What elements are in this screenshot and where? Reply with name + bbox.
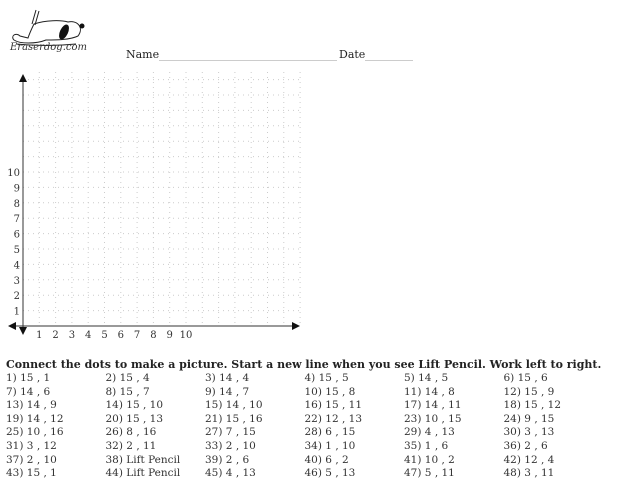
points-row: 13) 14 , 9 14) 15 , 10 15) 14 , 10 16) 15 ,…: [6, 399, 603, 413]
x-tick-label: 8: [150, 330, 156, 341]
logo-text: Eraserdog.com: [10, 42, 87, 53]
point-item: 25) 10 , 16: [6, 426, 64, 439]
arrow-up-icon: [19, 74, 27, 82]
point-item: 35) 1 , 6: [404, 439, 449, 452]
date-field[interactable]: Date: [339, 48, 414, 61]
y-tick-label: 8: [14, 199, 20, 210]
x-tick-label: 4: [85, 330, 91, 341]
point-item: 41) 10 , 2: [404, 453, 455, 466]
point-item: 37) 2 , 10: [6, 453, 57, 466]
points-row: 25) 10 , 16 26) 8 , 16 27) 7 , 15 28) 6 , 1…: [6, 426, 603, 440]
point-item: 12) 15 , 9: [503, 385, 555, 398]
point-item: 11) 14 , 8: [404, 385, 455, 398]
y-tick-label: 2: [14, 291, 20, 302]
y-tick-label: 5: [14, 245, 20, 256]
point-item: 20) 15 , 13: [105, 412, 164, 425]
point-item: 4) 15 , 5: [304, 372, 349, 384]
point-item: 43) 15 , 1: [6, 467, 57, 480]
points-row: 37) 2 , 10 38) Lift Pencil 39) 2 , 6 40) 6 …: [6, 454, 603, 468]
date-line[interactable]: [365, 49, 414, 61]
x-tick-label: 9: [167, 330, 173, 341]
point-item: 9) 14 , 7: [205, 385, 250, 398]
arrow-right-icon: [292, 322, 300, 330]
point-item: 19) 14 , 12: [6, 412, 64, 425]
point-item: 44) Lift Pencil: [105, 467, 181, 480]
point-item: 31) 3 , 12: [6, 439, 57, 452]
point-item: 10) 15 , 8: [304, 385, 356, 398]
x-tick-label: 5: [101, 330, 107, 341]
point-item: 28) 6 , 15: [304, 426, 356, 439]
arrow-down-icon: [19, 327, 27, 335]
point-item: 18) 15 , 12: [503, 399, 562, 412]
point-item: 15) 14 , 10: [205, 399, 263, 412]
point-item: 29) 4 , 13: [404, 426, 455, 439]
name-line[interactable]: [159, 49, 338, 61]
x-tick-label: 7: [134, 330, 140, 341]
point-item: 23) 10 , 15: [404, 412, 462, 425]
y-tick-label: 6: [14, 230, 20, 241]
point-item: 22) 12 , 13: [304, 412, 363, 425]
y-tick-label: 9: [14, 183, 20, 194]
y-tick-label: 1: [14, 307, 20, 318]
point-item: 32) 2 , 11: [105, 439, 157, 452]
point-item: 39) 2 , 6: [205, 453, 250, 466]
x-tick-label: 6: [118, 330, 124, 341]
x-tick-label: 10: [180, 330, 193, 341]
y-tick-label: 7: [14, 214, 20, 225]
point-item: 42) 12 , 4: [503, 453, 555, 466]
y-tick-label: 10: [7, 168, 20, 179]
x-tick-label: 2: [52, 330, 58, 341]
point-item: 17) 14 , 11: [404, 399, 462, 412]
points-list: 1) 15 , 1 2) 15 , 4 3) 14 , 4 4) 15 , 5 5) 1…: [6, 372, 603, 481]
arrow-left-icon: [8, 322, 16, 330]
date-label: Date: [339, 48, 366, 61]
point-item: 21) 15 , 16: [205, 412, 263, 425]
point-item: 40) 6 , 2: [304, 453, 349, 466]
y-tick-label: 4: [14, 260, 20, 271]
point-item: 1) 15 , 1: [6, 372, 51, 384]
point-item: 5) 14 , 5: [404, 372, 449, 384]
x-tick-label: 1: [36, 330, 42, 341]
point-item: 47) 5 , 11: [404, 467, 455, 480]
dog-icon: [12, 9, 85, 46]
point-item: 24) 9 , 15: [503, 412, 555, 425]
x-tick-label: 3: [69, 330, 75, 341]
point-item: 36) 2 , 6: [503, 439, 548, 452]
points-row: 19) 14 , 12 20) 15 , 13 21) 15 , 16 22) 12 …: [6, 413, 603, 427]
point-item: 33) 2 , 10: [205, 439, 256, 452]
point-item: 2) 15 , 4: [105, 372, 150, 384]
points-row: 31) 3 , 12 32) 2 , 11 33) 2 , 10 34) 1 , 10…: [6, 440, 603, 454]
point-item: 38) Lift Pencil: [105, 453, 181, 466]
point-item: 6) 15 , 6: [503, 372, 548, 384]
point-item: 27) 7 , 15: [205, 426, 256, 439]
name-label: Name: [126, 48, 160, 61]
point-item: 13) 14 , 9: [6, 399, 57, 412]
instructions: Connect the dots to make a picture. Star…: [6, 358, 602, 371]
y-tick-label: 3: [14, 276, 20, 287]
name-field[interactable]: Name: [126, 48, 338, 61]
points-row: 7) 14 , 6 8) 15 , 7 9) 14 , 7 10) 15 , 8 11)…: [6, 386, 603, 400]
point-item: 14) 15 , 10: [105, 399, 164, 412]
points-row: 1) 15 , 1 2) 15 , 4 3) 14 , 4 4) 15 , 5 5) 1…: [6, 372, 603, 386]
point-item: 45) 4 , 13: [205, 467, 256, 480]
point-item: 3) 14 , 4: [205, 372, 250, 384]
eraserdog-logo: Eraserdog.com: [6, 6, 87, 58]
point-item: 7) 14 , 6: [6, 385, 51, 398]
point-item: 16) 15 , 11: [304, 399, 363, 412]
point-item: 34) 1 , 10: [304, 439, 356, 452]
point-item: 26) 8 , 16: [105, 426, 157, 439]
point-item: 48) 3 , 11: [503, 467, 555, 480]
point-item: 30) 3 , 13: [503, 426, 555, 439]
points-row: 43) 15 , 1 44) Lift Pencil 45) 4 , 13 46) 5…: [6, 467, 603, 481]
point-item: 8) 15 , 7: [105, 385, 150, 398]
point-item: 46) 5 , 13: [304, 467, 356, 480]
